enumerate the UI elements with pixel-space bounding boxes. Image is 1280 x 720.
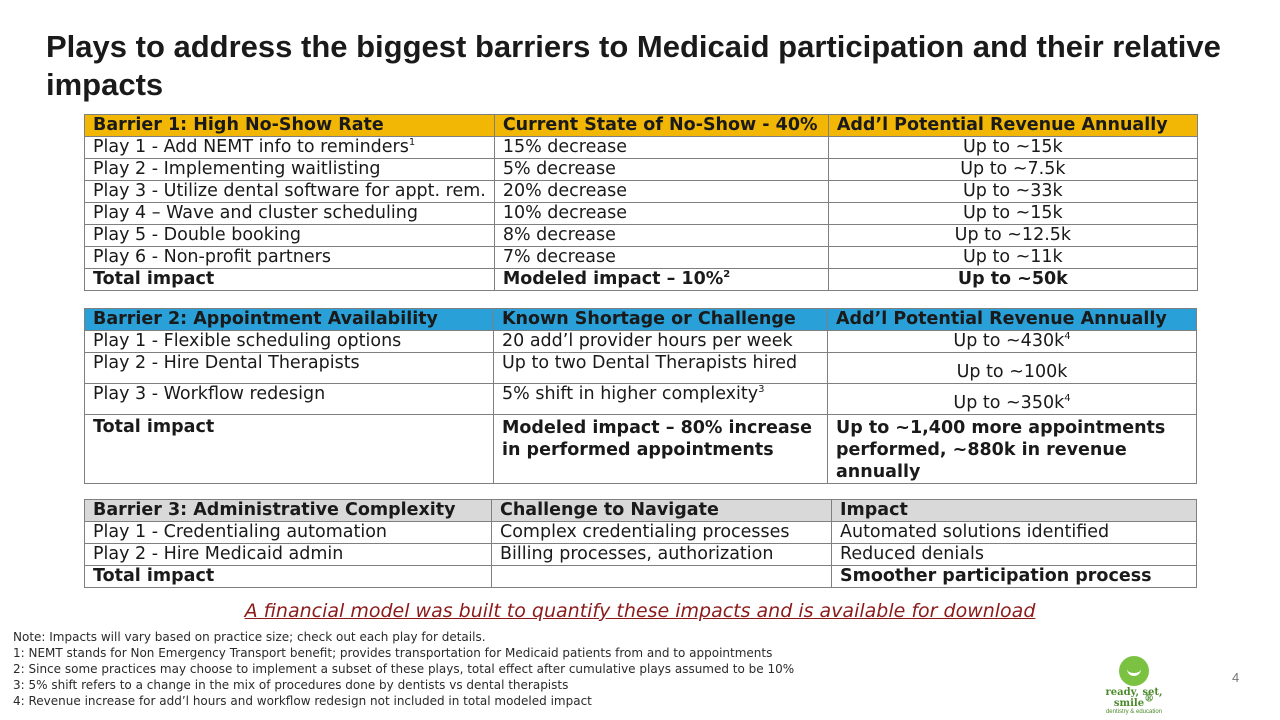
footnote: Note: Impacts will vary based on practic…	[13, 630, 486, 644]
total-row: Total impact Smoother participation proc…	[84, 565, 1197, 588]
state-cell: Up to two Dental Therapists hired	[493, 352, 828, 384]
state-cell: Billing processes, authorization	[491, 543, 832, 566]
state-cell: 10% decrease	[493, 202, 829, 225]
barrier2-table: Barrier 2: Appointment Availability Know…	[84, 308, 1197, 484]
footnotes: Note: Impacts will vary based on practic…	[13, 629, 794, 709]
play-cell: Play 2 - Hire Medicaid admin	[84, 543, 492, 566]
revenue-cell: Up to ~430k4	[827, 330, 1197, 353]
header-cell: Current State of No-Show - 40%	[493, 114, 829, 137]
header-cell: Barrier 1: High No-Show Rate	[84, 114, 495, 137]
smile-logo-icon	[1119, 656, 1149, 686]
header-cell: Known Shortage or Challenge	[493, 308, 828, 331]
play-cell: Play 1 - Add NEMT info to reminders1	[84, 136, 495, 159]
footnote: 2: Since some practices may choose to im…	[13, 662, 795, 676]
logo-subtext: dentistry & education	[1105, 709, 1163, 715]
play-cell: Play 4 – Wave and cluster scheduling	[84, 202, 495, 225]
header-cell: Impact	[831, 499, 1197, 522]
table-row: Play 1 - Add NEMT info to reminders1 15%…	[84, 136, 1198, 159]
play-cell: Play 3 - Utilize dental software for app…	[84, 180, 495, 203]
table-header-row: Barrier 2: Appointment Availability Know…	[84, 308, 1197, 331]
barrier3-table: Barrier 3: Administrative Complexity Cha…	[84, 499, 1197, 588]
revenue-cell: Up to ~350k4	[827, 383, 1197, 415]
footnote-ref: 1	[408, 137, 416, 149]
play-cell: Play 1 - Flexible scheduling options	[84, 330, 494, 353]
state-cell: 8% decrease	[493, 224, 829, 247]
page-title: Plays to address the biggest barriers to…	[46, 29, 1221, 102]
play-cell: Play 2 - Hire Dental Therapists	[84, 352, 494, 384]
footnote: 4: Revenue increase for add’l hours and …	[13, 694, 592, 708]
revenue-cell: Up to ~33k	[827, 180, 1198, 203]
table-row: Play 2 - Implementing waitlisting 5% dec…	[84, 158, 1198, 181]
state-value: 5% shift in higher complexity	[502, 384, 759, 405]
impact-cell: Reduced denials	[831, 543, 1197, 566]
table-row: Play 2 - Hire Dental Therapists Up to tw…	[84, 352, 1197, 384]
total-state: Modeled impact – 10%	[502, 269, 724, 290]
table-row: Play 1 - Credentialing automation Comple…	[84, 521, 1197, 544]
barrier1-table: Barrier 1: High No-Show Rate Current Sta…	[84, 114, 1198, 291]
state-cell: 20% decrease	[493, 180, 829, 203]
financial-model-link[interactable]: A financial model was built to quantify …	[244, 600, 1036, 622]
footnote-ref: 3	[758, 384, 765, 396]
table-row: Play 3 - Workflow redesign 5% shift in h…	[84, 383, 1197, 415]
header-cell: Add’l Potential Revenue Annually	[827, 308, 1197, 331]
total-state-cell: Modeled impact – 10%2	[493, 268, 829, 291]
header-cell: Barrier 2: Appointment Availability	[84, 308, 494, 331]
table-row: Play 5 - Double booking 8% decrease Up t…	[84, 224, 1198, 247]
table-row: Play 4 – Wave and cluster scheduling 10%…	[84, 202, 1198, 225]
state-cell: Complex credentialing processes	[491, 521, 832, 544]
table-header-row: Barrier 3: Administrative Complexity Cha…	[84, 499, 1197, 522]
logo-mark: ®	[1144, 693, 1155, 705]
state-cell: 15% decrease	[493, 136, 829, 159]
play-label: Play 1 - Add NEMT info to reminders	[93, 137, 409, 158]
play-cell: Play 5 - Double booking	[84, 224, 495, 247]
total-revenue: Up to ~50k	[827, 268, 1198, 291]
total-label: Total impact	[84, 414, 494, 484]
impact-cell: Automated solutions identified	[831, 521, 1197, 544]
state-cell: 5% decrease	[493, 158, 829, 181]
state-cell: 20 add’l provider hours per week	[493, 330, 828, 353]
revenue-cell: Up to ~11k	[827, 246, 1198, 269]
footnote-ref: 4	[1064, 331, 1071, 343]
total-state: Modeled impact – 80% increase in perform…	[493, 414, 828, 484]
page-number: 4	[1232, 670, 1240, 685]
state-cell: 7% decrease	[493, 246, 829, 269]
total-row: Total impact Modeled impact – 80% increa…	[84, 414, 1197, 484]
footnote: 1: NEMT stands for Non Emergency Transpo…	[13, 646, 773, 660]
revenue-cell: Up to ~15k	[827, 202, 1198, 225]
total-state	[491, 565, 832, 588]
table-row: Play 3 - Utilize dental software for app…	[84, 180, 1198, 203]
play-cell: Play 6 - Non-profit partners	[84, 246, 495, 269]
footnote-ref: 4	[1064, 393, 1071, 405]
revenue-value: Up to ~430k	[953, 331, 1065, 352]
revenue-cell: Up to ~15k	[827, 136, 1198, 159]
revenue-cell: Up to ~100k	[827, 352, 1197, 384]
total-label: Total impact	[84, 268, 495, 291]
play-cell: Play 2 - Implementing waitlisting	[84, 158, 495, 181]
table-row: Play 6 - Non-profit partners 7% decrease…	[84, 246, 1198, 269]
logo-text: ready, set, smile	[1105, 687, 1163, 709]
header-cell: Add’l Potential Revenue Annually	[827, 114, 1198, 137]
revenue-cell: Up to ~12.5k	[827, 224, 1198, 247]
total-label: Total impact	[84, 565, 492, 588]
header-cell: Barrier 3: Administrative Complexity	[84, 499, 492, 522]
total-row: Total impact Modeled impact – 10%2 Up to…	[84, 268, 1198, 291]
ready-set-smile-logo: ready, set, smile® dentistry & education	[1086, 656, 1182, 715]
total-impact: Smoother participation process	[831, 565, 1197, 588]
play-cell: Play 3 - Workflow redesign	[84, 383, 494, 415]
footnote: 3: 5% shift refers to a change in the mi…	[13, 678, 569, 692]
revenue-cell: Up to ~7.5k	[827, 158, 1198, 181]
header-cell: Challenge to Navigate	[491, 499, 832, 522]
revenue-value: Up to ~350k	[953, 393, 1065, 413]
play-cell: Play 1 - Credentialing automation	[84, 521, 492, 544]
total-revenue: Up to ~1,400 more appointments performed…	[827, 414, 1197, 484]
state-cell: 5% shift in higher complexity3	[493, 383, 828, 415]
table-row: Play 2 - Hire Medicaid admin Billing pro…	[84, 543, 1197, 566]
table-row: Play 1 - Flexible scheduling options 20 …	[84, 330, 1197, 353]
footnote-ref: 2	[723, 269, 731, 281]
table-header-row: Barrier 1: High No-Show Rate Current Sta…	[84, 114, 1198, 137]
